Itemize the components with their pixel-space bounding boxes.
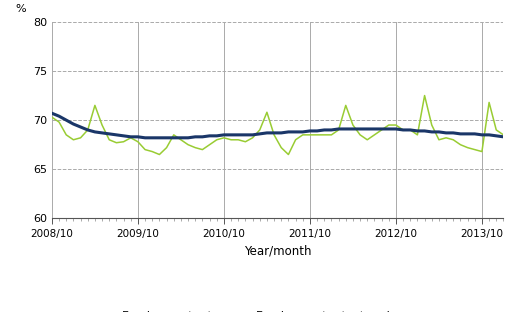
- Employment rate, trend: [307, 129, 313, 133]
- Employment rate, trend: [106, 132, 112, 136]
- Employment rate: [343, 104, 349, 107]
- Employment rate: [156, 153, 162, 156]
- Line: Employment rate: Employment rate: [52, 95, 503, 154]
- Employment rate: [307, 133, 313, 137]
- Employment rate, trend: [49, 111, 55, 115]
- X-axis label: Year/month: Year/month: [244, 244, 311, 257]
- Employment rate, trend: [500, 135, 507, 139]
- Text: %: %: [16, 4, 26, 14]
- Employment rate, trend: [142, 136, 148, 140]
- Employment rate, trend: [350, 127, 356, 131]
- Employment rate, trend: [242, 133, 249, 137]
- Employment rate, trend: [343, 127, 349, 131]
- Employment rate, trend: [278, 131, 284, 135]
- Employment rate: [421, 94, 428, 97]
- Employment rate: [350, 123, 356, 127]
- Line: Employment rate, trend: Employment rate, trend: [52, 113, 503, 138]
- Employment rate: [500, 133, 507, 137]
- Employment rate: [106, 138, 112, 142]
- Legend: Employment rate, Employment rate, trend: Employment rate, Employment rate, trend: [88, 306, 394, 312]
- Employment rate: [278, 146, 284, 149]
- Employment rate: [242, 140, 249, 144]
- Employment rate: [49, 115, 55, 119]
